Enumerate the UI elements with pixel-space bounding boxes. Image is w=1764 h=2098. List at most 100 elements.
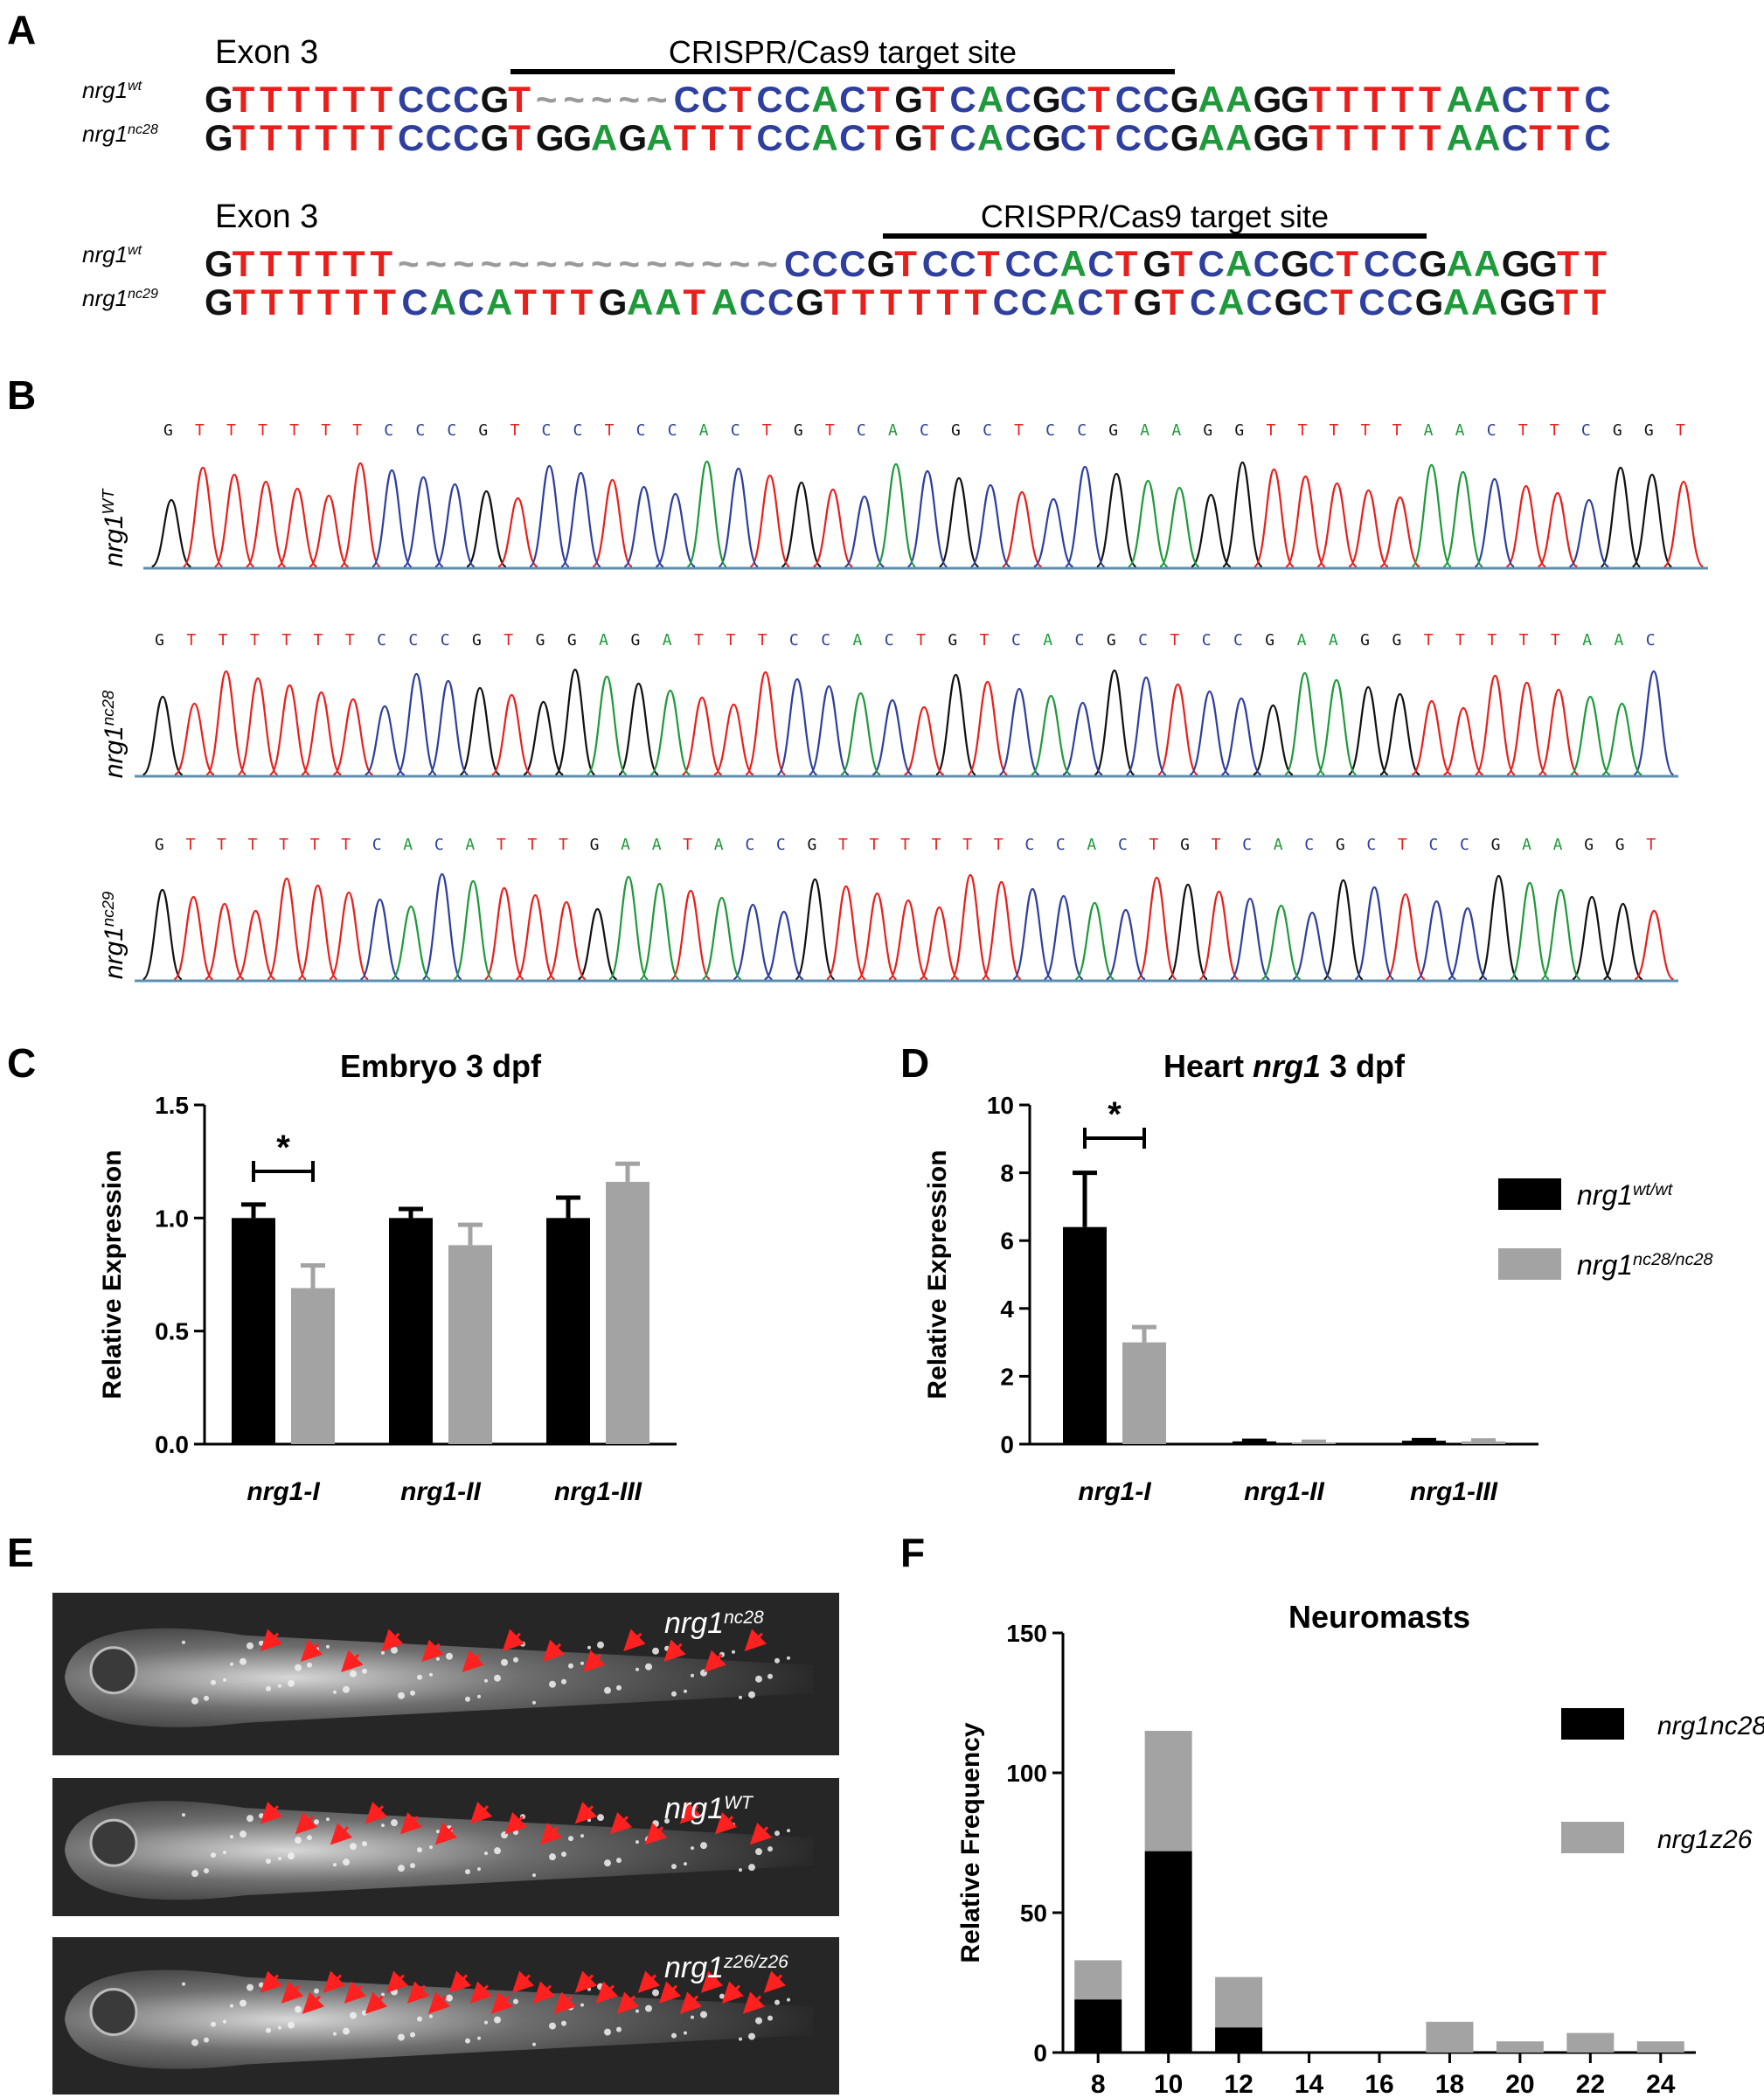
fluorescent-spot <box>204 1868 209 1874</box>
fluorescent-spot <box>700 2011 707 2018</box>
fluorescent-spot <box>484 2020 488 2025</box>
base-A: A <box>486 281 512 323</box>
fluorescent-spot <box>182 1813 185 1817</box>
base-call-C: C <box>542 421 552 440</box>
fish-genotype-label: nrg1nc28 <box>664 1607 764 1640</box>
fluorescent-spot <box>211 1679 216 1685</box>
base-call-T: T <box>1330 421 1339 440</box>
base-T: T <box>1309 79 1331 120</box>
y-tick-label: 100 <box>1006 1760 1047 1787</box>
base-A: A <box>591 117 617 158</box>
fluorescent-spot <box>787 1829 790 1833</box>
base-call-A: A <box>663 631 672 650</box>
base-call-T: T <box>1212 836 1221 854</box>
fluorescent-spot <box>182 1982 185 1986</box>
red-arrow-icon <box>399 1811 423 1835</box>
fluorescent-spot <box>520 1641 525 1647</box>
red-arrow-icon <box>637 1970 661 1993</box>
red-arrow-icon <box>434 1822 458 1845</box>
fluorescent-spot <box>532 1700 536 1705</box>
fluorescent-spot <box>436 1830 440 1834</box>
panel-letter-b: B <box>7 372 36 418</box>
base-C: C <box>1309 243 1335 284</box>
legend-swatch <box>1498 1178 1561 1210</box>
fluorescent-spot <box>580 2003 584 2007</box>
base-call-T: T <box>250 631 260 650</box>
base-call-G: G <box>1491 836 1501 854</box>
fluorescent-spot <box>191 1870 198 1878</box>
base-gap: ~ <box>756 243 778 284</box>
fluorescent-spot <box>247 1642 253 1650</box>
base-call-A: A <box>1087 836 1096 854</box>
bar-nrg1z26 <box>1636 2041 1684 2053</box>
base-T: T <box>867 117 890 158</box>
base-call-T: T <box>1518 421 1528 440</box>
base-A: A <box>1226 79 1252 120</box>
base-A: A <box>646 117 672 158</box>
y-axis-label: Relative Frequency <box>956 1722 985 1963</box>
trace-peaks-T <box>174 670 1580 776</box>
fluorescent-spot <box>247 1815 253 1823</box>
base-call-A: A <box>465 836 475 854</box>
base-call-T: T <box>497 836 506 854</box>
fluorescent-spot <box>429 1845 433 1850</box>
base-gap: ~ <box>646 79 668 120</box>
red-arrow-icon <box>616 1991 640 2014</box>
fluorescent-spot <box>755 1848 762 1856</box>
x-tick-label: 20 <box>1505 2070 1534 2098</box>
fluorescent-spot <box>549 2022 556 2030</box>
fluorescent-spot <box>739 1868 742 1872</box>
base-T: T <box>922 79 945 120</box>
base-call-C: C <box>1138 631 1148 650</box>
x-tick-label: nrg1-III <box>554 1477 642 1506</box>
red-arrow-icon <box>539 1822 563 1845</box>
red-arrow-icon <box>644 1822 668 1845</box>
chart-title-part: 3 dpf <box>1321 1048 1406 1084</box>
base-call-G: G <box>1392 631 1401 650</box>
base-C: C <box>1502 117 1528 158</box>
base-A: A <box>1447 117 1473 158</box>
bar-nrg1nc28 <box>1074 1999 1122 2053</box>
fluorescent-spot <box>259 1982 264 1988</box>
base-C: C <box>922 243 948 284</box>
fluorescent-spot <box>732 1650 735 1654</box>
trace-peaks-G <box>151 461 1672 568</box>
x-tick-label: nrg1-II <box>1244 1477 1324 1506</box>
red-arrow-icon <box>281 1981 304 2004</box>
base-call-C: C <box>731 421 740 440</box>
base-T: T <box>315 117 337 158</box>
base-C: C <box>1364 243 1390 284</box>
base-call-T: T <box>758 631 767 650</box>
red-arrow-icon <box>381 1629 404 1651</box>
base-call-T: T <box>217 836 226 854</box>
base-call-A: A <box>1582 631 1592 650</box>
base-G: G <box>1499 281 1528 323</box>
bar-nrg1z26 <box>1566 2032 1615 2053</box>
red-arrow-icon <box>448 1970 472 1993</box>
base-call-T: T <box>248 836 258 854</box>
fluorescent-spot <box>288 2021 295 2029</box>
red-arrow-icon <box>406 1981 430 2004</box>
fluorescent-spot <box>259 1813 264 1819</box>
base-G: G <box>205 281 233 323</box>
red-arrow-icon <box>330 1822 353 1845</box>
fluorescent-spot <box>410 1690 415 1696</box>
base-gap: ~ <box>674 243 696 284</box>
bar-series-1 <box>291 1288 335 1444</box>
fluorescent-spot <box>604 2028 611 2036</box>
fluorescent-spot <box>350 2011 357 2019</box>
base-C: C <box>949 79 976 120</box>
base-C: C <box>1386 281 1413 323</box>
fish-eye <box>89 1988 138 2037</box>
base-call-T: T <box>185 836 195 854</box>
base-T: T <box>288 79 310 120</box>
base-call-A: A <box>1614 631 1623 650</box>
base-G: G <box>1032 79 1061 120</box>
base-T: T <box>1336 243 1358 284</box>
base-gap: ~ <box>619 243 641 284</box>
base-A: A <box>1226 117 1252 158</box>
base-C: C <box>784 117 810 158</box>
base-T: T <box>701 117 724 158</box>
base-T: T <box>1584 243 1607 284</box>
chart-embryo-expression: Embryo 3 dpf 0.0 0.5 1.0 1.5 Relative Express… <box>98 1048 677 1506</box>
